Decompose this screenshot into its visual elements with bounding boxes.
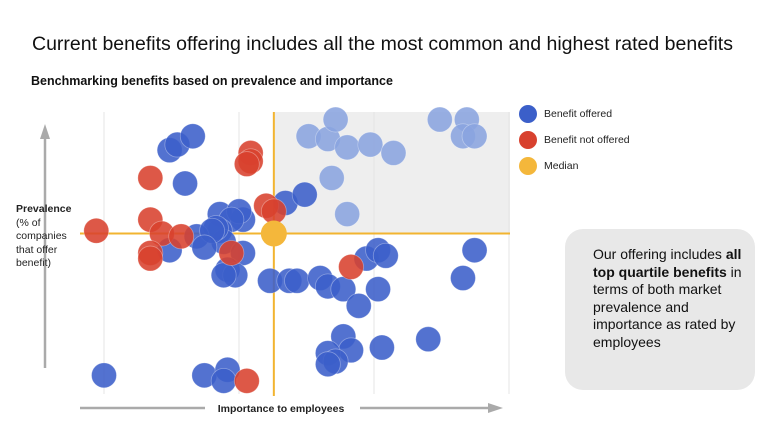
legend-item-not-offered: Benefit not offered xyxy=(519,127,630,153)
point-benefit-offered-top-quartile-6 xyxy=(318,165,345,191)
point-benefit-offered-3 xyxy=(172,170,198,197)
median-point xyxy=(260,220,287,247)
point-benefit-offered-39 xyxy=(450,265,476,291)
point-benefit-offered-40 xyxy=(461,237,488,264)
legend-label-offered: Benefit offered xyxy=(544,108,613,120)
point-benefit-not-offered-14 xyxy=(233,367,260,394)
point-benefit-offered-15 xyxy=(191,234,218,261)
legend-swatch-offered xyxy=(519,105,537,123)
point-benefit-not-offered-9 xyxy=(260,198,287,225)
legend-label-median: Median xyxy=(544,160,579,172)
point-benefit-offered-5 xyxy=(291,181,318,208)
point-benefit-not-offered-11 xyxy=(137,245,164,272)
legend-item-offered: Benefit offered xyxy=(519,101,630,127)
callout-box: Our offering includes all top quartile b… xyxy=(565,229,755,390)
point-benefit-offered-30 xyxy=(365,276,391,303)
point-benefit-offered-44 xyxy=(210,367,237,394)
callout-text-bold: all top quartile benefits xyxy=(593,246,742,280)
legend: Benefit offered Benefit not offered Medi… xyxy=(519,101,630,179)
y-axis-arrow-head xyxy=(40,124,50,139)
point-benefit-offered-31 xyxy=(345,292,372,319)
point-benefit-not-offered-13 xyxy=(338,253,364,280)
legend-swatch-not-offered xyxy=(519,131,537,149)
y-axis-label-detail: (% of companies that offer benefit) xyxy=(16,216,67,270)
point-benefit-offered-36 xyxy=(314,351,341,378)
legend-item-median: Median xyxy=(519,153,630,179)
point-benefit-not-offered-12 xyxy=(218,240,245,266)
point-benefit-offered-38 xyxy=(415,326,442,353)
point-benefit-offered-2 xyxy=(179,123,206,150)
point-benefit-offered-25 xyxy=(210,262,237,289)
point-benefit-offered-top-quartile-3 xyxy=(334,134,361,161)
point-benefit-offered-top-quartile-2 xyxy=(322,106,349,133)
point-benefit-not-offered-4 xyxy=(137,165,164,191)
point-benefit-offered-top-quartile-8 xyxy=(426,106,453,133)
y-axis-label-bold: Prevalence xyxy=(16,203,72,215)
callout-text-before: Our offering includes xyxy=(593,246,726,262)
point-benefit-offered-top-quartile-5 xyxy=(380,140,407,166)
legend-swatch-median xyxy=(519,157,537,175)
point-benefit-not-offered-7 xyxy=(233,151,260,177)
point-benefit-not-offered-0 xyxy=(83,217,110,244)
x-axis-arrow-head xyxy=(488,403,503,413)
slide-title: Current benefits offering includes all t… xyxy=(32,33,733,55)
x-axis-label: Importance to employees xyxy=(0,403,562,415)
x-axis-label-text: Importance to employees xyxy=(217,403,345,415)
callout-text-after: in terms of both market prevalence and i… xyxy=(593,263,742,350)
point-benefit-offered-top-quartile-11 xyxy=(461,123,488,150)
point-benefit-offered-37 xyxy=(369,334,395,361)
point-benefit-offered-top-quartile-4 xyxy=(357,131,384,158)
y-axis-label: Prevalence (% of companies that offer be… xyxy=(16,203,74,271)
point-benefit-offered-22 xyxy=(284,267,310,294)
point-benefit-offered-41 xyxy=(91,362,117,389)
legend-label-not-offered: Benefit not offered xyxy=(544,134,630,146)
point-benefit-offered-top-quartile-7 xyxy=(334,201,361,227)
point-benefit-offered-29 xyxy=(372,242,399,269)
chart-title: Benchmarking benefits based on prevalenc… xyxy=(31,74,393,88)
point-benefit-not-offered-3 xyxy=(168,223,195,250)
